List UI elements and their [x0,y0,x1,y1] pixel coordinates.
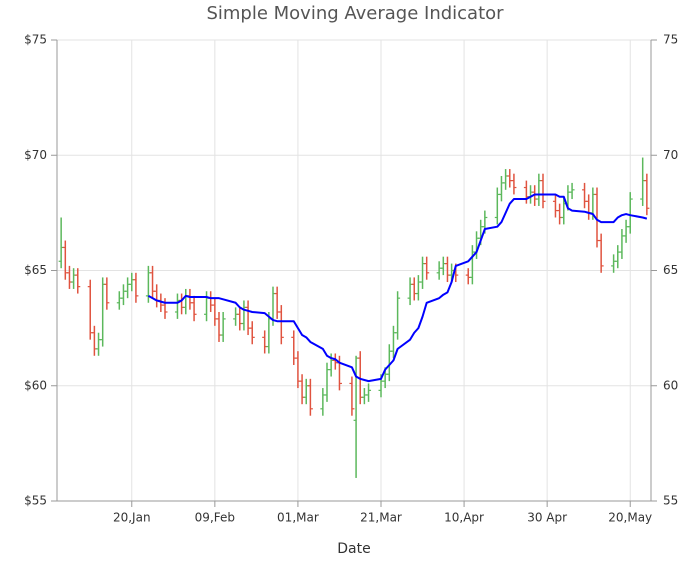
x-axis-title: Date [337,541,370,557]
y-tick-label: $55 [24,494,47,508]
y2-tick-label: 55 [663,494,678,508]
x-tick-label: 20,Jan [113,511,151,525]
x-tick-label: 30 Apr [527,511,567,525]
y-tick-label: $75 [24,33,47,47]
x-tick-label: 20,May [608,511,652,525]
chart-title: Simple Moving Average Indicator [206,3,504,24]
y-tick-label: $60 [24,378,47,392]
sma-line [147,193,648,383]
x-tick-label: 01,Mar [277,511,319,525]
x-tick-label: 10,Apr [444,511,484,525]
y-tick-label: $65 [24,263,47,277]
y2-tick-label: 65 [663,263,678,277]
y2-tick-label: 75 [663,33,678,47]
x-tick-label: 21,Mar [360,511,402,525]
y-tick-label: $70 [24,148,47,162]
y2-tick-label: 70 [663,148,678,162]
x-tick-label: 09,Feb [195,511,235,525]
y2-tick-label: 60 [663,378,678,392]
